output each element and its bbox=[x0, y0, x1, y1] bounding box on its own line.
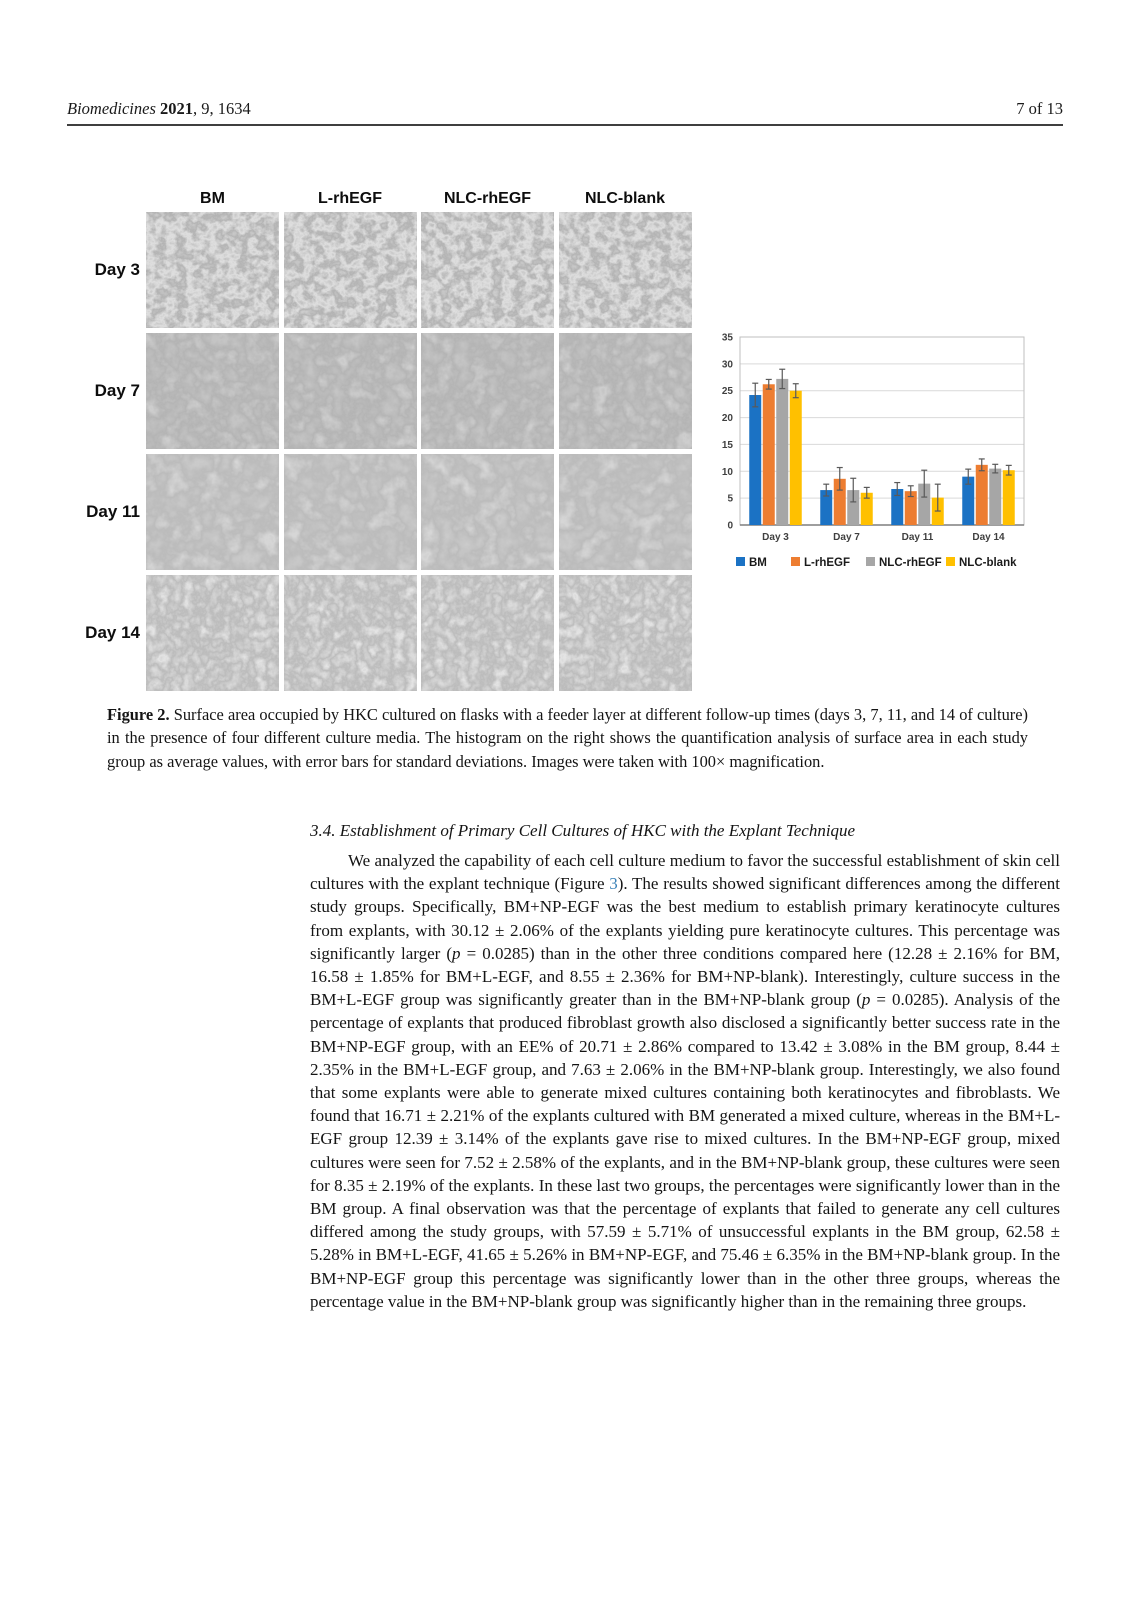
section-heading: 3.4. Establishment of Primary Cell Cultu… bbox=[310, 821, 856, 840]
micrograph-day11-l-rhegf bbox=[283, 454, 417, 570]
figure-row-label: Day 11 bbox=[86, 502, 140, 521]
figure-row-label: Day 7 bbox=[94, 381, 140, 400]
citation-rest: , 9, 1634 bbox=[193, 99, 251, 118]
figure-column-header: BM bbox=[200, 190, 225, 207]
micrograph-day11-bm bbox=[146, 454, 279, 570]
micrograph-day3-nlc-blank bbox=[558, 212, 692, 328]
figure-column-header: L-rhEGF bbox=[318, 190, 382, 207]
micrograph-day14-nlc-blank bbox=[558, 575, 692, 691]
svg-text:15: 15 bbox=[722, 440, 734, 451]
svg-text:20: 20 bbox=[722, 413, 734, 424]
svg-text:10: 10 bbox=[722, 467, 734, 478]
figure-caption: Figure 2. Surface area occupied by HKC c… bbox=[107, 703, 1028, 773]
micrograph-day11-nlc-rhegf bbox=[421, 454, 554, 570]
micrograph-day7-nlc-blank bbox=[558, 333, 692, 449]
figure-row-label: Day 3 bbox=[94, 260, 140, 279]
micrograph-day7-nlc-rhegf bbox=[421, 333, 554, 449]
paragraph-post: ). The results showed significant differ… bbox=[310, 874, 1060, 1311]
micrograph-day14-nlc-rhegf bbox=[421, 575, 554, 691]
body-paragraph: We analyzed the capability of each cell … bbox=[310, 849, 1060, 1313]
svg-text:0: 0 bbox=[727, 521, 733, 532]
micrograph-day7-bm bbox=[146, 333, 279, 449]
page-number: 7 of 13 bbox=[1016, 99, 1063, 118]
micrograph-day3-l-rhegf bbox=[283, 212, 417, 328]
svg-text:Day 3: Day 3 bbox=[762, 532, 789, 543]
svg-text:L-rhEGF: L-rhEGF bbox=[804, 557, 850, 569]
header-rule bbox=[67, 124, 1063, 126]
figure-3-link[interactable]: 3 bbox=[609, 874, 618, 894]
paragraph-pre: We analyzed the capability of each cell … bbox=[310, 851, 1060, 894]
figure-caption-label: Figure 2. bbox=[107, 705, 170, 724]
svg-text:35: 35 bbox=[722, 333, 734, 344]
svg-text:Day 7: Day 7 bbox=[833, 532, 860, 543]
svg-text:5: 5 bbox=[727, 494, 733, 505]
svg-text:Day 11: Day 11 bbox=[902, 532, 934, 543]
svg-text:25: 25 bbox=[722, 386, 734, 397]
figure-caption-text: Surface area occupied by HKC cultured on… bbox=[107, 705, 1028, 771]
svg-text:BM: BM bbox=[749, 557, 767, 569]
figure-chart: 0 5 10 15 20 25 30 35 Day 3 Day 7 Day 11 Day 14 BM L-… bbox=[708, 320, 1038, 578]
svg-text:30: 30 bbox=[722, 359, 734, 370]
figure-column-header: NLC-rhEGF bbox=[443, 190, 532, 207]
citation-year: 2021 bbox=[160, 99, 194, 118]
figure-row-label: Day 14 bbox=[85, 623, 140, 642]
micrograph-day3-nlc-rhegf bbox=[421, 212, 554, 328]
micrograph-day7-l-rhegf bbox=[283, 333, 417, 449]
journal-name: Biomedicines bbox=[67, 99, 156, 118]
micrograph-day14-l-rhegf bbox=[283, 575, 417, 691]
svg-text:Day 14: Day 14 bbox=[972, 532, 1005, 543]
running-head-citation: Biomedicines 2021, 9, 1634 bbox=[67, 99, 251, 119]
svg-text:NLC-rhEGF: NLC-rhEGF bbox=[879, 557, 942, 569]
figure-column-header: NLC-blank bbox=[585, 190, 665, 207]
micrograph-day3-bm bbox=[146, 212, 279, 328]
micrograph-day14-bm bbox=[146, 575, 279, 691]
micrograph-day11-nlc-blank bbox=[558, 454, 692, 570]
svg-text:NLC-blank: NLC-blank bbox=[959, 557, 1017, 569]
